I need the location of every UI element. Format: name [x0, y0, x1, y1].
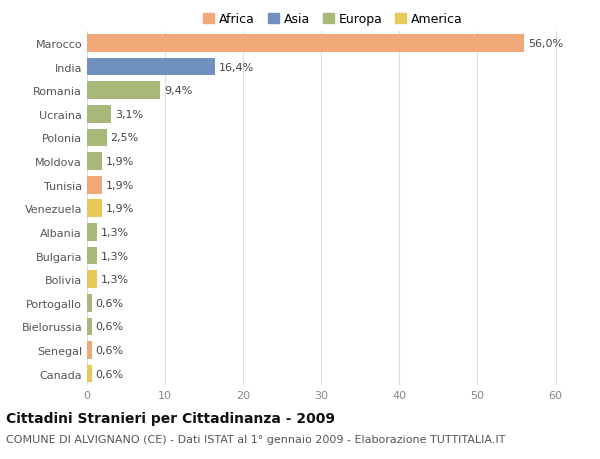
Legend: Africa, Asia, Europa, America: Africa, Asia, Europa, America: [198, 8, 468, 31]
Text: 1,9%: 1,9%: [106, 157, 134, 167]
Text: 0,6%: 0,6%: [95, 322, 124, 332]
Text: 1,3%: 1,3%: [101, 251, 129, 261]
Bar: [87, 176, 102, 194]
Text: 1,3%: 1,3%: [101, 227, 129, 237]
Bar: [87, 365, 92, 383]
Bar: [87, 82, 160, 100]
Bar: [87, 271, 97, 288]
Text: 1,3%: 1,3%: [101, 274, 129, 285]
Text: 3,1%: 3,1%: [115, 110, 143, 120]
Bar: [87, 341, 92, 359]
Text: Cittadini Stranieri per Cittadinanza - 2009: Cittadini Stranieri per Cittadinanza - 2…: [6, 411, 335, 425]
Bar: [87, 106, 111, 123]
Bar: [87, 35, 524, 53]
Text: 0,6%: 0,6%: [95, 369, 124, 379]
Text: 56,0%: 56,0%: [528, 39, 563, 49]
Text: 0,6%: 0,6%: [95, 345, 124, 355]
Text: 0,6%: 0,6%: [95, 298, 124, 308]
Text: 1,9%: 1,9%: [106, 180, 134, 190]
Bar: [87, 294, 92, 312]
Text: 2,5%: 2,5%: [110, 133, 139, 143]
Bar: [87, 224, 97, 241]
Bar: [87, 129, 107, 147]
Text: 1,9%: 1,9%: [106, 204, 134, 214]
Text: 9,4%: 9,4%: [164, 86, 193, 96]
Bar: [87, 200, 102, 218]
Bar: [87, 153, 102, 171]
Text: COMUNE DI ALVIGNANO (CE) - Dati ISTAT al 1° gennaio 2009 - Elaborazione TUTTITAL: COMUNE DI ALVIGNANO (CE) - Dati ISTAT al…: [6, 434, 505, 444]
Text: 16,4%: 16,4%: [219, 62, 254, 73]
Bar: [87, 318, 92, 336]
Bar: [87, 247, 97, 265]
Bar: [87, 59, 215, 76]
